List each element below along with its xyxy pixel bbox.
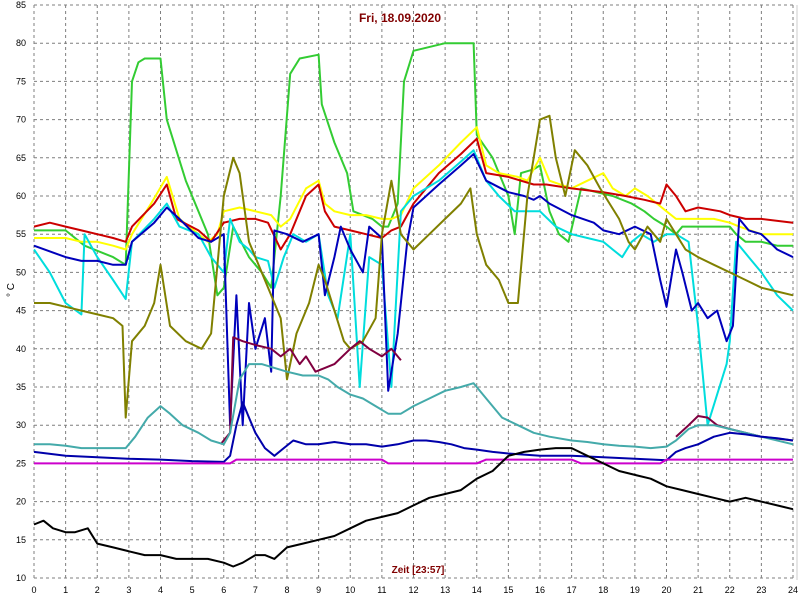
chart-title: Fri, 18.09.2020 bbox=[359, 11, 441, 25]
y-tick-label: 70 bbox=[16, 115, 26, 125]
y-tick-label: 35 bbox=[16, 382, 26, 392]
x-tick-label: 14 bbox=[472, 585, 482, 595]
series-line-3 bbox=[33, 137, 794, 251]
x-tick-label: 16 bbox=[535, 585, 545, 595]
x-tick-label: 22 bbox=[725, 585, 735, 595]
series-line-6 bbox=[34, 114, 794, 419]
series-line-9 bbox=[34, 363, 794, 450]
grid bbox=[33, 4, 794, 579]
x-tick-label: 11 bbox=[377, 585, 386, 595]
x-tick-label: 24 bbox=[788, 585, 798, 595]
y-tick-label: 65 bbox=[16, 153, 26, 163]
x-tick-label: 23 bbox=[756, 585, 766, 595]
series-line-11 bbox=[34, 458, 793, 465]
x-tick-label: 18 bbox=[598, 585, 608, 595]
y-tick-label: 30 bbox=[16, 420, 26, 430]
x-tick-label: 8 bbox=[284, 585, 289, 595]
series-line-12 bbox=[33, 447, 794, 568]
y-tick-label: 20 bbox=[16, 497, 26, 507]
x-tick-label: 21 bbox=[693, 585, 703, 595]
x-axis-label: Zeit [23:57] bbox=[392, 565, 445, 576]
y-axis-label: ° C bbox=[6, 283, 17, 297]
y-tick-label: 75 bbox=[16, 76, 26, 86]
y-tick-label: 40 bbox=[16, 344, 26, 354]
x-tick-label: 1 bbox=[63, 585, 68, 595]
x-tick-label: 15 bbox=[503, 585, 513, 595]
tick-labels: 0 1 2 3 4 5 6 7 8 9 10 11 12 13 14 15 16 17 18 19 20 21 22 23 24… bbox=[16, 0, 798, 595]
x-tick-label: 0 bbox=[31, 585, 36, 595]
y-tick-label: 85 bbox=[16, 0, 26, 10]
y-tick-label: 15 bbox=[16, 535, 26, 545]
x-tick-label: 5 bbox=[190, 585, 195, 595]
series-line-5 bbox=[33, 153, 794, 427]
y-tick-label: 10 bbox=[16, 573, 26, 583]
y-tick-label: 80 bbox=[16, 38, 26, 48]
x-tick-label: 17 bbox=[567, 585, 577, 595]
y-tick-label: 55 bbox=[16, 229, 26, 239]
series-line-1 bbox=[34, 42, 793, 297]
series-line-7 bbox=[219, 336, 402, 445]
y-tick-label: 25 bbox=[16, 458, 26, 468]
x-tick-label: 20 bbox=[661, 585, 671, 595]
x-tick-label: 3 bbox=[126, 585, 131, 595]
y-tick-label: 50 bbox=[16, 267, 26, 277]
x-tick-label: 19 bbox=[630, 585, 640, 595]
x-tick-label: 9 bbox=[316, 585, 321, 595]
series-line-4 bbox=[33, 149, 794, 427]
x-tick-label: 13 bbox=[440, 585, 450, 595]
x-tick-label: 2 bbox=[95, 585, 100, 595]
x-tick-label: 7 bbox=[253, 585, 258, 595]
y-tick-label: 45 bbox=[16, 306, 26, 316]
x-tick-label: 4 bbox=[158, 585, 163, 595]
y-tick-label: 60 bbox=[16, 191, 26, 201]
series-line-10 bbox=[33, 401, 794, 463]
x-tick-label: 12 bbox=[408, 585, 418, 595]
x-tick-label: 6 bbox=[221, 585, 226, 595]
series-group bbox=[33, 42, 794, 568]
x-tick-label: 10 bbox=[345, 585, 355, 595]
